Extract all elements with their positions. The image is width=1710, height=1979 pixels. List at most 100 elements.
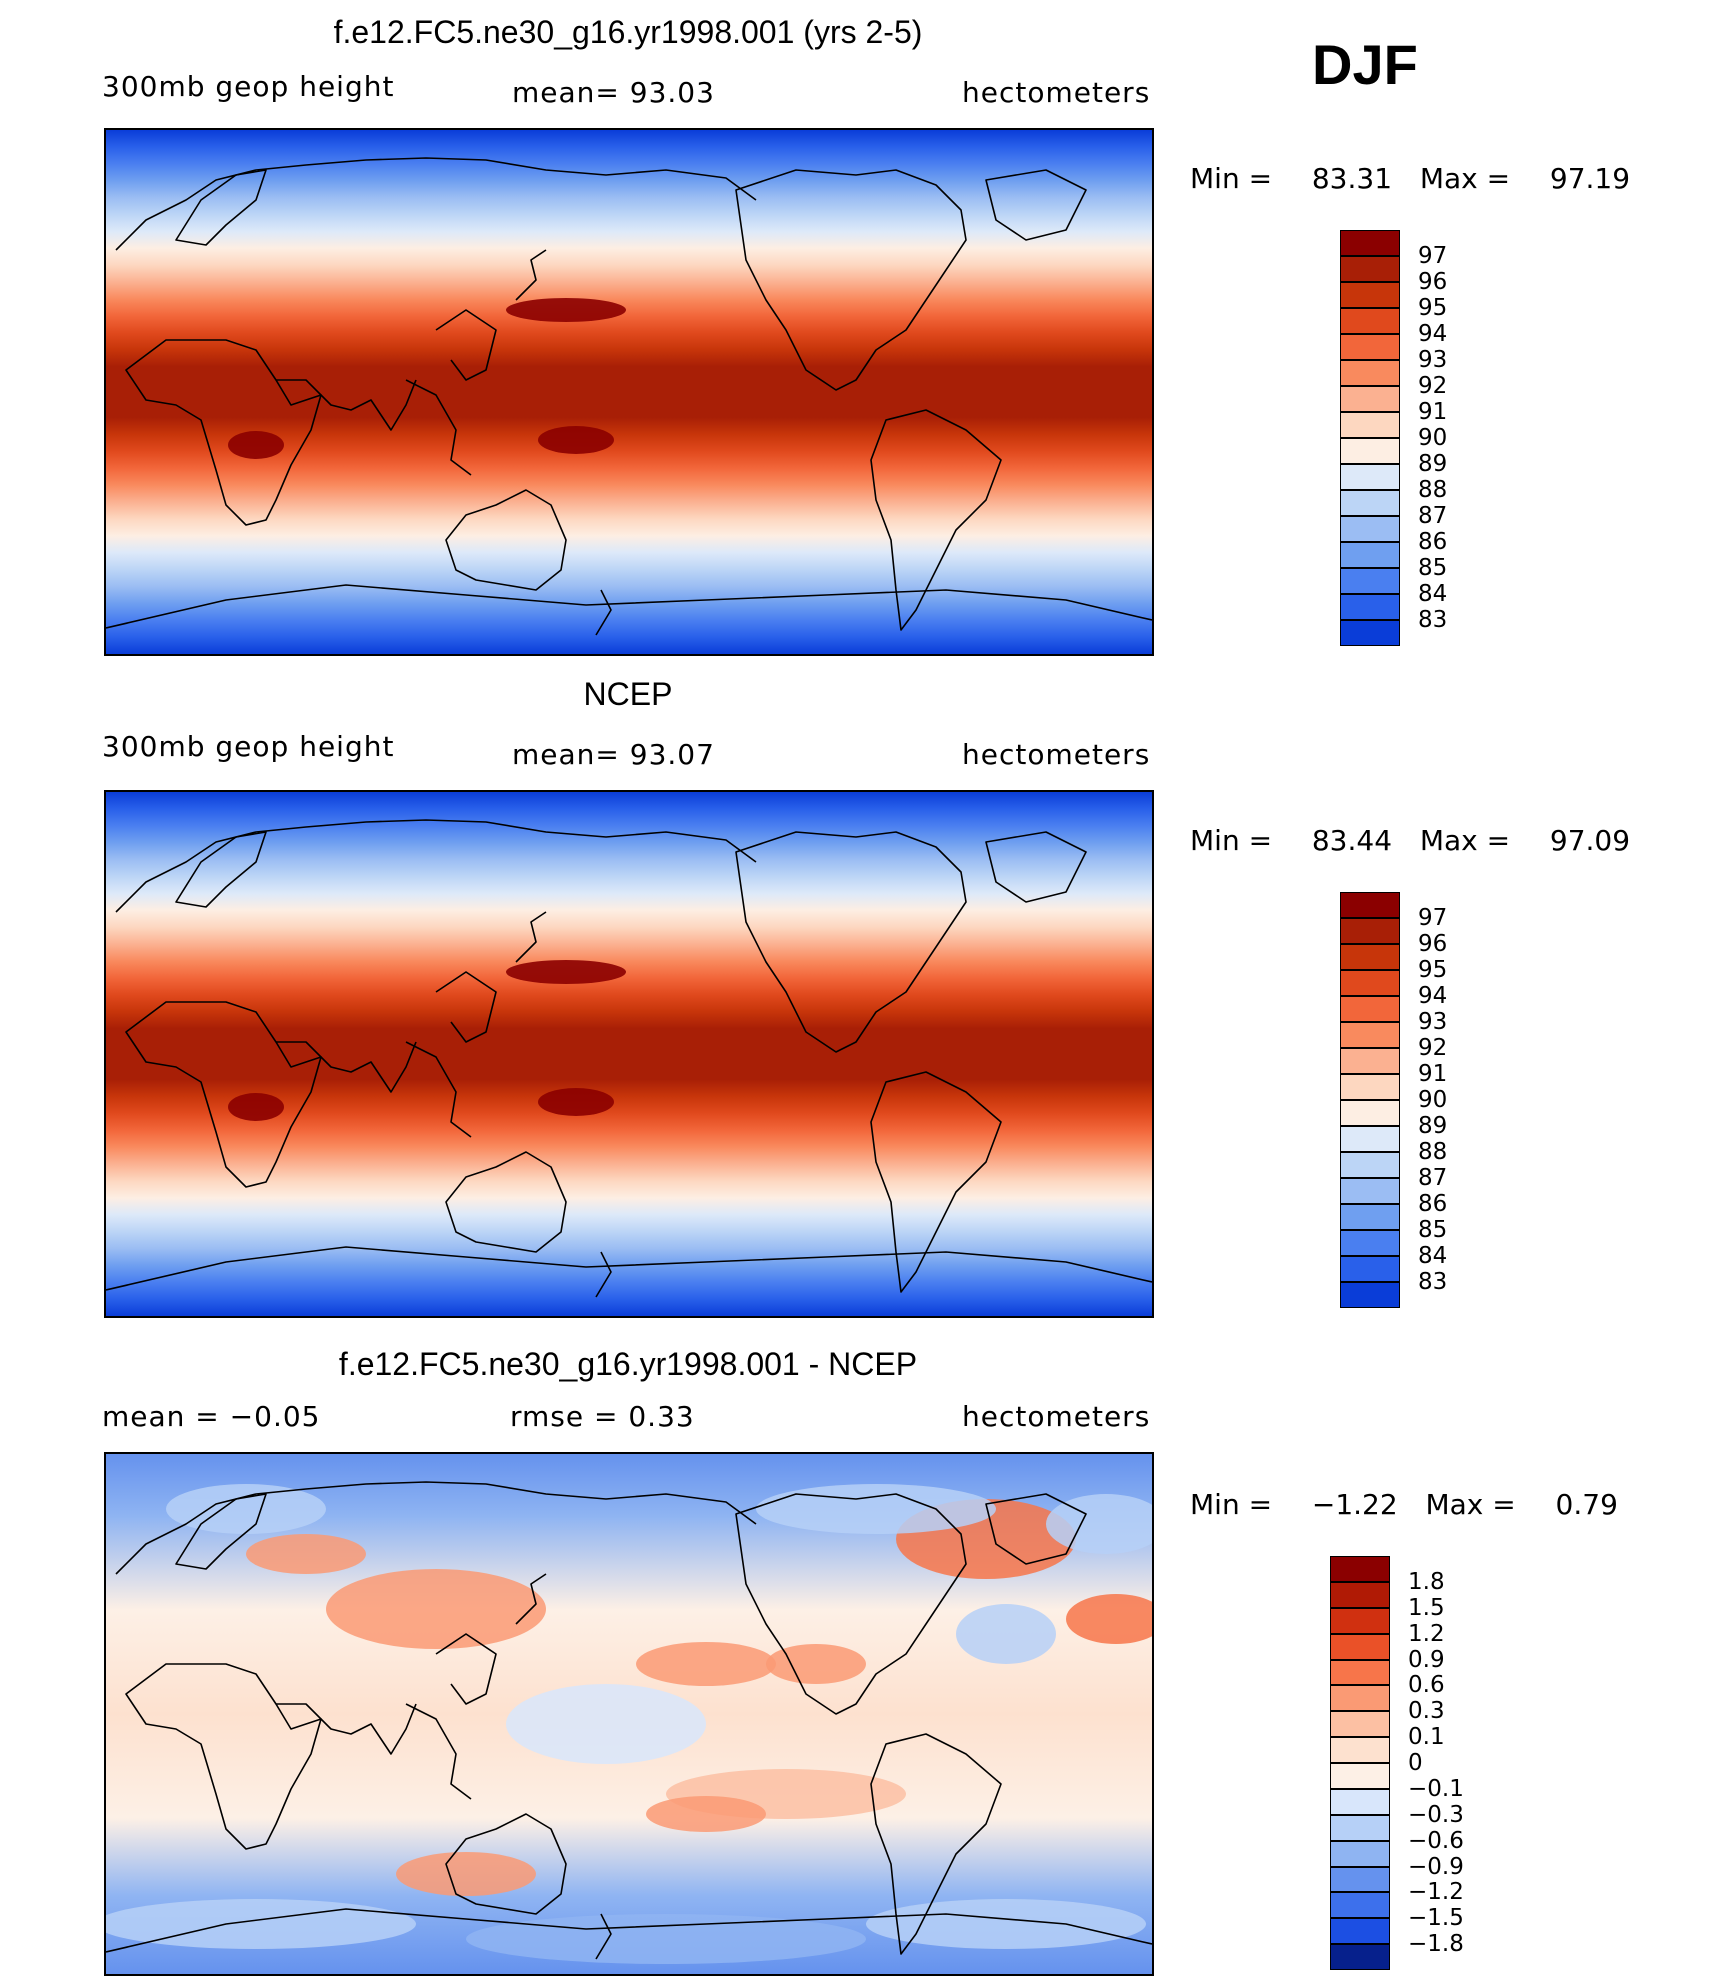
- colorbar-label: 1.8: [1408, 1568, 1445, 1595]
- colorbar-swatch: [1340, 542, 1400, 568]
- colorbar-swatch: [1330, 1711, 1390, 1738]
- panel-1-mean-label: mean= 93.03: [512, 76, 715, 109]
- colorbar-label: 88: [1418, 1139, 1448, 1165]
- panel-2-min-max: Min = 83.44 Max = 97.09: [1190, 824, 1630, 857]
- colorbar-swatch: [1340, 1178, 1400, 1204]
- coastline: [125, 1001, 322, 1188]
- colorbar-label: 89: [1418, 451, 1448, 477]
- colorbar-label: 95: [1418, 295, 1448, 321]
- panel-1-units-label: hectometers: [962, 76, 1151, 109]
- coastline: [870, 1733, 1002, 1955]
- coastline: [985, 1493, 1087, 1565]
- colorbar-swatch: [1340, 1074, 1400, 1100]
- coastline: [175, 831, 267, 908]
- colorbar-label: 91: [1418, 1061, 1448, 1087]
- coastline: [106, 1908, 1152, 1953]
- panel-3-rmse-label: rmse = 0.33: [510, 1400, 695, 1433]
- anomaly-region: [396, 1852, 536, 1896]
- coastline: [175, 169, 267, 246]
- panel-2-colorbar: 97 96 95 94 93 92 91 90 89 88 87 86 85 84 83: [1340, 892, 1447, 1308]
- anomaly-region: [766, 1644, 866, 1684]
- panel-2-min-label: Min =: [1190, 824, 1273, 857]
- coastline: [115, 1481, 757, 1575]
- panel-2-max-value: 97.09: [1549, 824, 1631, 857]
- coastline: [405, 379, 472, 476]
- colorbar-swatch: [1340, 230, 1400, 256]
- panel-3-max-value: 0.79: [1555, 1488, 1618, 1521]
- anomaly-region: [166, 1484, 326, 1534]
- colorbar-label: 83: [1418, 1269, 1448, 1295]
- panel-1-max-label: Max =: [1419, 162, 1511, 195]
- anomaly-region: [246, 1534, 366, 1574]
- colorbar-swatch: [1340, 892, 1400, 918]
- colorbar-swatch: [1330, 1685, 1390, 1712]
- coastline: [276, 1703, 417, 1755]
- season-label: DJF: [1312, 33, 1418, 96]
- panel-1-min-max: Min = 83.31 Max = 97.19: [1190, 162, 1630, 195]
- anomaly-region: [636, 1642, 776, 1686]
- colorbar-label: 93: [1418, 1009, 1448, 1035]
- colorbar-swatch: [1330, 1633, 1390, 1660]
- colorbar-swatch: [1340, 412, 1400, 438]
- colorbar-swatch: [1330, 1659, 1390, 1686]
- colorbar-swatch: [1330, 1840, 1390, 1867]
- colorbar-label: 97: [1418, 905, 1448, 931]
- coastline: [985, 831, 1087, 903]
- anomaly-region: [466, 1914, 866, 1964]
- high-anomaly-region: [538, 1088, 614, 1116]
- anomaly-region: [1046, 1494, 1152, 1554]
- coastline: [175, 1493, 267, 1570]
- panel-3-mean-label: mean = −0.05: [102, 1400, 321, 1433]
- panel-3-title: f.e12.FC5.ne30_g16.yr1998.001 - NCEP: [338, 1346, 918, 1382]
- colorbar-label: 90: [1418, 1087, 1448, 1113]
- coastline: [115, 819, 757, 913]
- anomaly-region: [646, 1796, 766, 1832]
- colorbar-swatch: [1340, 308, 1400, 334]
- coastline: [735, 831, 967, 1053]
- colorbar-label: 85: [1418, 1217, 1448, 1243]
- colorbar-label: −0.6: [1408, 1827, 1464, 1854]
- panel-1-variable-label: 300mb geop height: [102, 70, 395, 103]
- colorbar-label: 87: [1418, 503, 1448, 529]
- colorbar-swatch: [1340, 1204, 1400, 1230]
- anomaly-region: [956, 1604, 1056, 1664]
- coastline: [595, 589, 612, 636]
- panel-3-max-label: Max =: [1425, 1488, 1516, 1521]
- colorbar-swatch: [1340, 464, 1400, 490]
- colorbar-label: 89: [1418, 1113, 1448, 1139]
- colorbar-swatch: [1340, 516, 1400, 542]
- colorbar-label: 91: [1418, 399, 1448, 425]
- anomaly-region: [106, 1899, 416, 1949]
- colorbar-swatch: [1340, 970, 1400, 996]
- panel-1-min-label: Min =: [1190, 162, 1273, 195]
- coastline: [870, 409, 1002, 631]
- coastline: [435, 1633, 497, 1705]
- colorbar-label: −1.8: [1408, 1931, 1464, 1958]
- panel-1-max-value: 97.19: [1549, 162, 1631, 195]
- colorbar-label: 97: [1418, 243, 1448, 269]
- coastline: [125, 1663, 322, 1850]
- colorbar-label: 92: [1418, 1035, 1448, 1061]
- panel-1-min-value: 83.31: [1311, 162, 1393, 195]
- colorbar-swatch: [1340, 360, 1400, 386]
- panel-2-min-value: 83.44: [1311, 824, 1393, 857]
- panel-2-max-label: Max =: [1419, 824, 1511, 857]
- colorbar-label: 84: [1418, 1243, 1448, 1269]
- panel-3-min-max: Min = −1.22 Max = 0.79: [1190, 1488, 1618, 1521]
- colorbar-swatch: [1340, 1126, 1400, 1152]
- panel-2-variable-label: 300mb geop height: [102, 730, 395, 763]
- colorbar-swatch: [1340, 996, 1400, 1022]
- coastline: [735, 1493, 967, 1715]
- colorbar-swatch: [1340, 1230, 1400, 1256]
- panel-2-title: NCEP: [583, 676, 673, 712]
- anomaly-region: [1066, 1594, 1152, 1644]
- colorbar-label: 1.2: [1408, 1620, 1445, 1647]
- colorbar-label: −0.3: [1408, 1801, 1464, 1828]
- panel-3-min-value: −1.22: [1311, 1488, 1398, 1521]
- colorbar-label: 87: [1418, 1165, 1448, 1191]
- colorbar-swatch: [1340, 944, 1400, 970]
- high-anomaly-region: [228, 1093, 284, 1121]
- panel-3-units-label: hectometers: [962, 1400, 1151, 1433]
- high-anomaly-region: [538, 426, 614, 454]
- colorbar-swatch: [1340, 282, 1400, 308]
